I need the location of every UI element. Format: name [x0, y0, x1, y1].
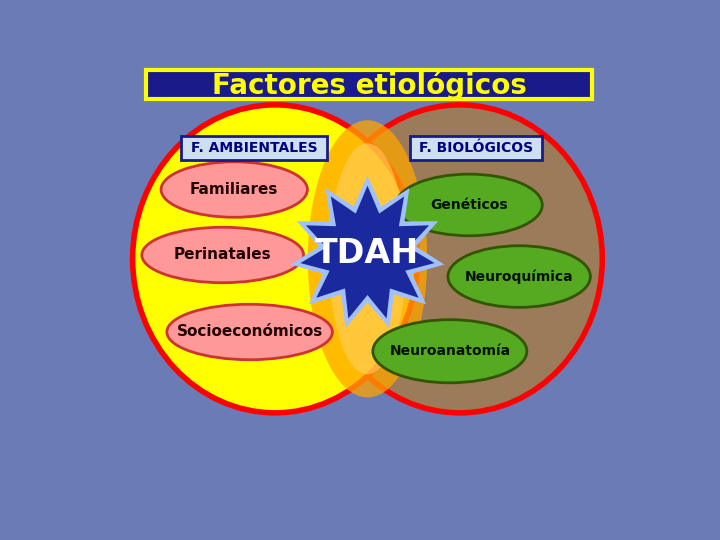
Text: F. BIOLÓGICOS: F. BIOLÓGICOS	[419, 141, 533, 155]
Text: Socioeconómicos: Socioeconómicos	[176, 325, 323, 340]
Polygon shape	[300, 186, 435, 319]
Ellipse shape	[373, 320, 527, 383]
Text: F. AMBIENTALES: F. AMBIENTALES	[191, 141, 318, 155]
Text: Perinatales: Perinatales	[174, 247, 271, 262]
Ellipse shape	[161, 162, 307, 217]
Ellipse shape	[329, 143, 406, 374]
Text: Familiares: Familiares	[190, 182, 279, 197]
Text: Factores etiológicos: Factores etiológicos	[212, 70, 526, 99]
Ellipse shape	[132, 105, 418, 413]
Text: Neuroanatomía: Neuroanatomía	[390, 344, 510, 358]
Text: Genéticos: Genéticos	[431, 198, 508, 212]
Polygon shape	[297, 183, 438, 321]
FancyBboxPatch shape	[145, 70, 593, 99]
Text: Neuroquímica: Neuroquímica	[465, 269, 573, 284]
Ellipse shape	[307, 120, 427, 397]
Ellipse shape	[396, 174, 542, 236]
FancyBboxPatch shape	[410, 136, 542, 160]
Ellipse shape	[448, 246, 590, 307]
FancyBboxPatch shape	[181, 136, 327, 160]
Ellipse shape	[142, 227, 304, 283]
Text: TDAH: TDAH	[315, 237, 420, 270]
Ellipse shape	[167, 304, 333, 360]
Ellipse shape	[318, 105, 603, 413]
